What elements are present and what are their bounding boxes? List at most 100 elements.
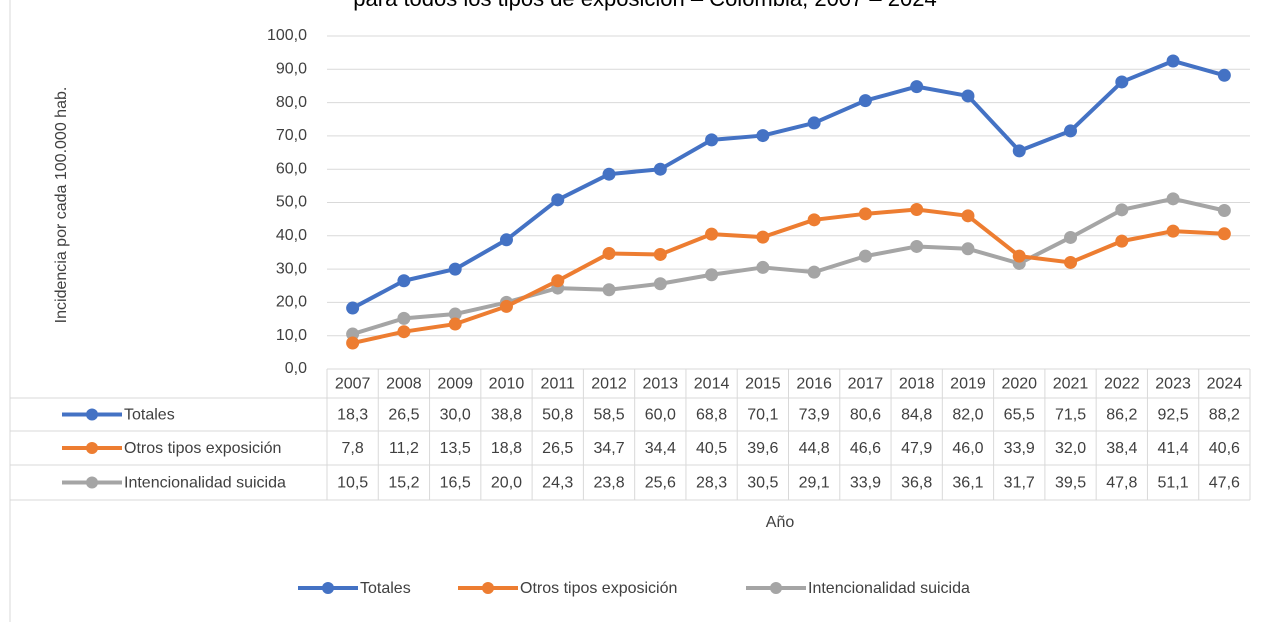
table-value: 13,5 <box>440 440 471 457</box>
y-tick-label: 30,0 <box>276 260 307 277</box>
data-point <box>653 162 667 176</box>
table-value: 40,5 <box>696 440 727 457</box>
data-point <box>910 202 924 216</box>
table-legend-marker <box>86 442 98 454</box>
table-value: 20,0 <box>491 475 522 492</box>
table-value: 26,5 <box>388 407 419 424</box>
table-legend-label: Otros tipos exposición <box>124 440 281 457</box>
x-tick-label: 2007 <box>335 376 371 393</box>
x-tick-label: 2010 <box>489 376 525 393</box>
data-point <box>499 233 513 247</box>
table-value: 39,6 <box>747 440 778 457</box>
data-point <box>961 89 975 103</box>
table-value: 31,7 <box>1004 475 1035 492</box>
table-value: 58,5 <box>593 407 624 424</box>
table-value: 36,8 <box>901 475 932 492</box>
table-value: 70,1 <box>747 407 778 424</box>
data-point <box>1115 203 1129 217</box>
table-value: 36,1 <box>952 475 983 492</box>
table-value: 33,9 <box>1004 440 1035 457</box>
legend-marker <box>322 582 334 594</box>
table-value: 71,5 <box>1055 407 1086 424</box>
table-value: 25,6 <box>645 475 676 492</box>
table-value: 23,8 <box>593 475 624 492</box>
table-value: 86,2 <box>1106 407 1137 424</box>
table-value: 40,6 <box>1209 440 1240 457</box>
data-point <box>602 246 616 260</box>
data-point <box>1115 75 1129 89</box>
data-point <box>807 265 821 279</box>
x-tick-label: 2023 <box>1155 376 1191 393</box>
table-value: 16,5 <box>440 475 471 492</box>
y-tick-label: 40,0 <box>276 227 307 244</box>
x-tick-label: 2012 <box>591 376 627 393</box>
data-point <box>705 268 719 282</box>
y-tick-label: 10,0 <box>276 327 307 344</box>
data-point <box>346 336 360 350</box>
y-tick-label: 50,0 <box>276 194 307 211</box>
table-value: 30,5 <box>747 475 778 492</box>
table-value: 24,3 <box>542 475 573 492</box>
x-tick-label: 2009 <box>437 376 473 393</box>
x-tick-label: 2013 <box>643 376 679 393</box>
data-point <box>705 227 719 241</box>
data-point <box>807 116 821 130</box>
table-value: 51,1 <box>1158 475 1189 492</box>
x-tick-label: 2022 <box>1104 376 1140 393</box>
y-tick-label: 100,0 <box>267 27 307 44</box>
data-point <box>448 307 462 321</box>
data-point <box>448 317 462 331</box>
data-point <box>807 213 821 227</box>
data-point <box>448 262 462 276</box>
table-value: 84,8 <box>901 407 932 424</box>
table-value: 18,8 <box>491 440 522 457</box>
table-value: 50,8 <box>542 407 573 424</box>
data-point <box>602 283 616 297</box>
table-value: 29,1 <box>799 475 830 492</box>
data-point <box>1166 224 1180 238</box>
data-point <box>756 260 770 274</box>
data-point <box>1012 144 1026 158</box>
table-value: 34,7 <box>593 440 624 457</box>
table-value: 7,8 <box>342 440 364 457</box>
table-value: 47,6 <box>1209 475 1240 492</box>
table-value: 38,8 <box>491 407 522 424</box>
data-point <box>756 230 770 244</box>
data-point <box>858 207 872 221</box>
data-point <box>1064 230 1078 244</box>
data-point <box>961 242 975 256</box>
series-line <box>352 207 1225 345</box>
data-point <box>551 193 565 207</box>
legend-marker <box>482 582 494 594</box>
data-point <box>346 301 360 315</box>
data-point <box>653 277 667 291</box>
table-value: 11,2 <box>389 440 419 457</box>
data-point <box>1115 234 1129 248</box>
legend-label: Totales <box>360 580 411 597</box>
data-point <box>551 274 565 288</box>
x-tick-label: 2015 <box>745 376 781 393</box>
data-point <box>910 239 924 253</box>
data-point <box>653 247 667 261</box>
series-line <box>351 58 1225 310</box>
chart-title: para todos los tipos de exposición – Col… <box>353 0 936 11</box>
data-point <box>1217 203 1231 217</box>
table-value: 38,4 <box>1106 440 1137 457</box>
table-value: 88,2 <box>1209 407 1240 424</box>
data-point <box>1012 249 1026 263</box>
data-point <box>346 327 360 341</box>
x-tick-label: 2016 <box>796 376 832 393</box>
table-value: 28,3 <box>696 475 727 492</box>
table-value: 47,9 <box>901 440 932 457</box>
data-point <box>1166 192 1180 206</box>
y-tick-label: 20,0 <box>276 294 307 311</box>
table-value: 80,6 <box>850 407 881 424</box>
x-tick-label: 2017 <box>848 376 884 393</box>
data-point <box>756 129 770 143</box>
data-point <box>1217 68 1231 82</box>
data-point <box>397 311 411 325</box>
y-tick-label: 90,0 <box>276 61 307 78</box>
legend-label: Otros tipos exposición <box>520 580 677 597</box>
data-point <box>858 249 872 263</box>
